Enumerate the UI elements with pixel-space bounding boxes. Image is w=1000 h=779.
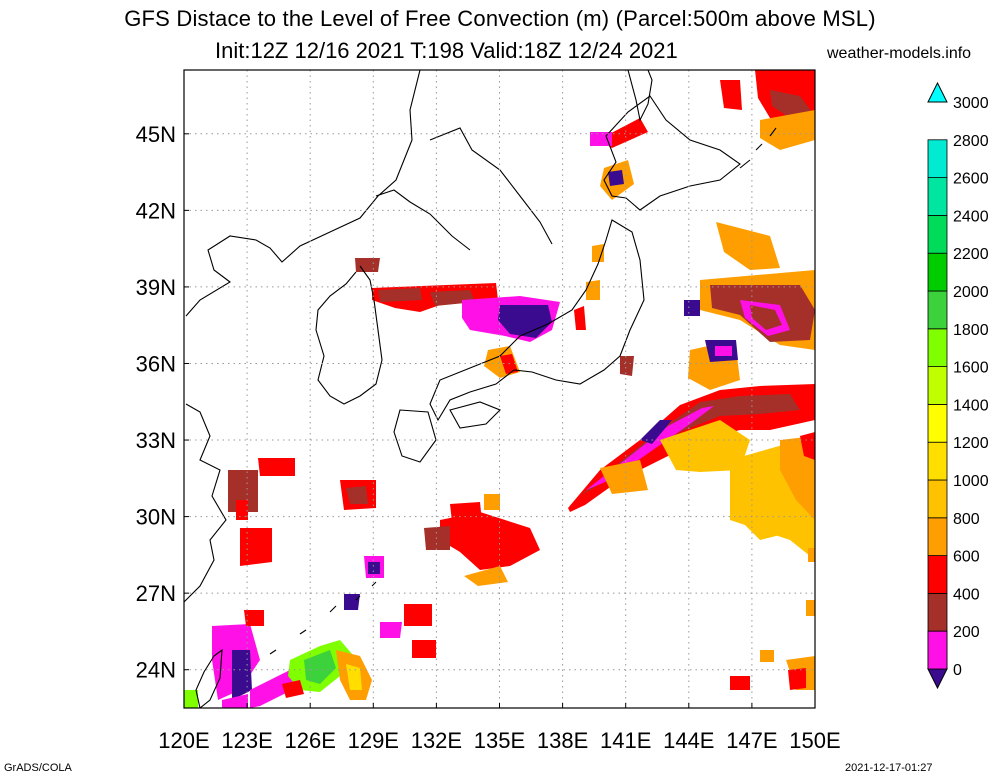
colorbar-label: 800: [953, 511, 980, 528]
colorbar-segment: [927, 517, 948, 556]
lat-tick-label: 24N: [136, 658, 176, 683]
colorbar-segment: [927, 290, 948, 330]
colorbar-label: 2800: [953, 133, 989, 150]
lon-tick-label: 141E: [600, 728, 651, 753]
lon-axis: 120E 123E 126E 129E 132E 135E 138E 141E 144E 147E…: [158, 703, 841, 753]
colorbar-label: 2600: [953, 171, 989, 188]
coastlines: [184, 70, 777, 708]
colorbar-segment: [927, 630, 948, 670]
colorbar-segment: [927, 593, 948, 632]
colorbar-segment: [927, 252, 948, 292]
colorbar-label: 3000: [953, 95, 989, 112]
colorbar-segment: [927, 441, 948, 481]
lat-axis: 24N 27N 30N 33N 36N 39N 42N 45N: [136, 122, 189, 683]
lat-tick-label: 30N: [136, 505, 176, 530]
colorbar-label: 1800: [953, 322, 989, 339]
colorbar-label: 2400: [953, 208, 989, 225]
lon-tick-label: 144E: [663, 728, 714, 753]
lat-tick-label: 27N: [136, 581, 176, 606]
colorbar-label: 1400: [953, 397, 989, 414]
lon-tick-label: 150E: [789, 728, 840, 753]
colorbar-segment: [927, 366, 948, 405]
colorbar-segment: [927, 479, 948, 519]
source-credit: weather-models.info: [827, 45, 972, 62]
lon-tick-label: 129E: [348, 728, 399, 753]
colorbar-label: 1000: [953, 473, 989, 490]
colorbar-label: 400: [953, 586, 980, 603]
chart-title: GFS Distace to the Level of Free Convect…: [124, 6, 876, 31]
lon-tick-label: 132E: [411, 728, 462, 753]
colorbar-segment: [927, 214, 948, 254]
lon-tick-label: 120E: [158, 728, 209, 753]
colorbar-segment: [927, 139, 948, 179]
lon-tick-label: 123E: [221, 728, 272, 753]
colorbar-label: 2200: [953, 246, 989, 263]
lat-tick-label: 45N: [136, 122, 176, 147]
grid-lines: [184, 70, 815, 708]
lon-tick-label: 135E: [474, 728, 525, 753]
lat-tick-label: 33N: [136, 428, 176, 453]
colorbar: 0 200 400 600 800 1000 1200 1400 1600 1800 2000 220…: [927, 81, 989, 690]
lat-tick-label: 36N: [136, 351, 176, 376]
colorbar-segment: [927, 403, 948, 443]
lat-tick-label: 42N: [136, 198, 176, 223]
colorbar-max-arrow: [927, 81, 948, 103]
colorbar-min-arrow: [927, 668, 948, 690]
chart-subtitle: Init:12Z 12/16 2021 T:198 Valid:18Z 12/2…: [215, 38, 678, 63]
colorbar-label: 1200: [953, 435, 989, 452]
footer-software: GrADS/COLA: [4, 762, 72, 774]
lat-tick-label: 39N: [136, 275, 176, 300]
lon-tick-label: 147E: [726, 728, 777, 753]
footer-timestamp: 2021-12-17-01:27: [845, 762, 933, 774]
colorbar-label: 2000: [953, 284, 989, 301]
colorbar-label: 200: [953, 624, 980, 641]
lon-tick-label: 126E: [285, 728, 336, 753]
lfc-field: [184, 70, 815, 708]
colorbar-segment: [927, 328, 948, 367]
colorbar-label: 1600: [953, 360, 989, 377]
colorbar-label: 600: [953, 549, 980, 566]
colorbar-label: 0: [953, 662, 962, 679]
colorbar-segment: [927, 555, 948, 594]
colorbar-segment: [927, 177, 948, 216]
lon-tick-label: 138E: [537, 728, 588, 753]
